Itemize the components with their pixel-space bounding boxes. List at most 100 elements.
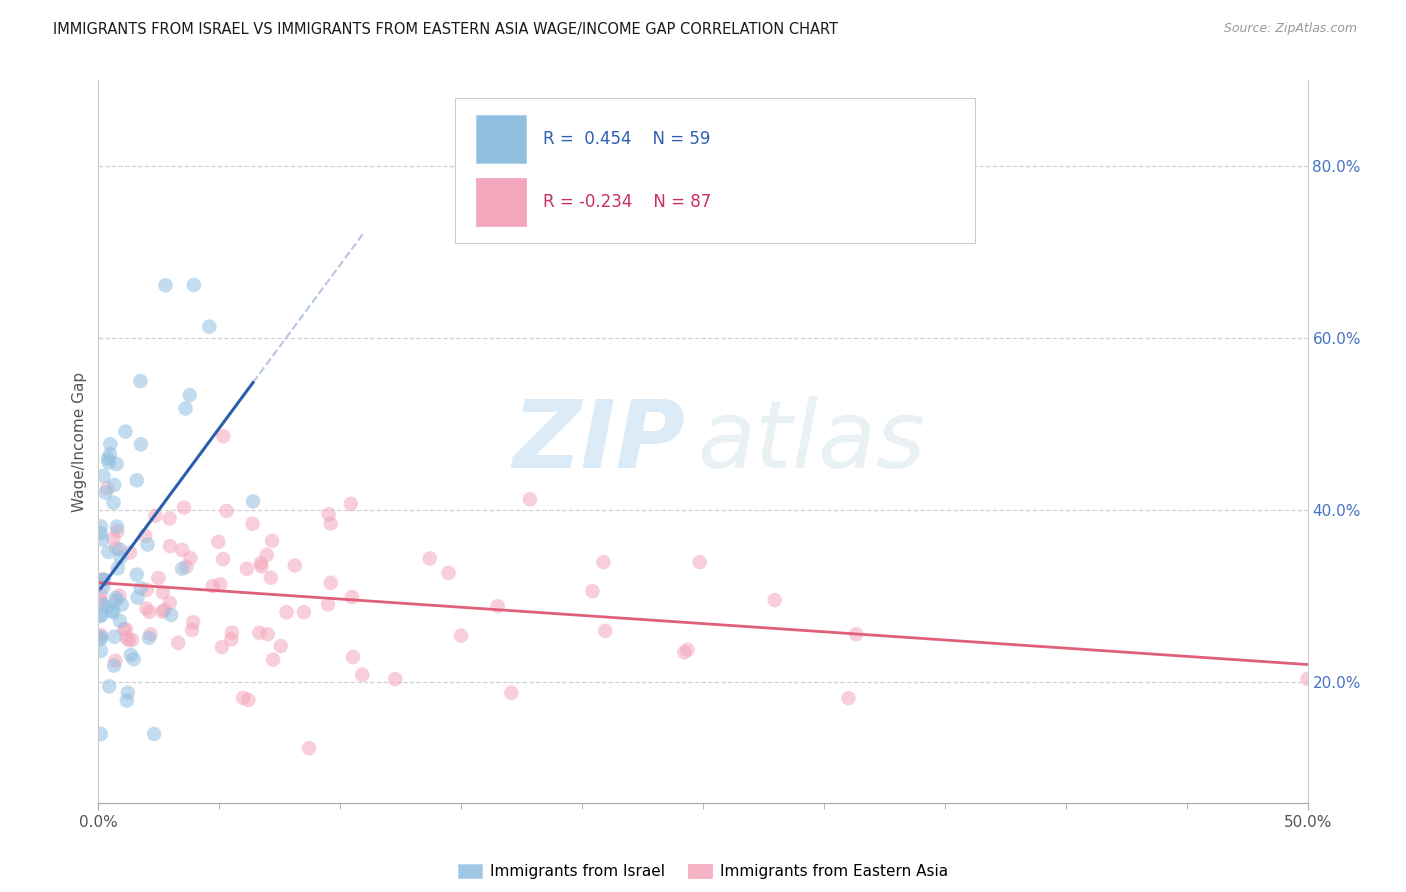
Text: atlas: atlas	[697, 396, 925, 487]
Point	[105, 541, 128, 556]
Point	[384, 672, 406, 686]
Point	[179, 551, 201, 566]
Legend: Immigrants from Israel, Immigrants from Eastern Asia: Immigrants from Israel, Immigrants from …	[451, 857, 955, 885]
Point	[105, 457, 128, 471]
Point	[121, 632, 143, 647]
Text: IMMIGRANTS FROM ISRAEL VS IMMIGRANTS FROM EASTERN ASIA WAGE/INCOME GAP CORRELATI: IMMIGRANTS FROM ISRAEL VS IMMIGRANTS FRO…	[53, 22, 838, 37]
Point	[352, 667, 374, 681]
Point	[1296, 672, 1319, 686]
Point	[284, 558, 307, 573]
Point	[318, 507, 340, 521]
Point	[501, 686, 523, 700]
Point	[90, 644, 112, 658]
Point	[212, 552, 235, 566]
Point	[114, 425, 136, 439]
Point	[122, 652, 145, 666]
Text: Source: ZipAtlas.com: Source: ZipAtlas.com	[1223, 22, 1357, 36]
Point	[90, 519, 112, 533]
Point	[98, 447, 121, 461]
Point	[98, 679, 121, 693]
Point	[242, 516, 264, 531]
Point	[108, 589, 131, 603]
Point	[221, 625, 243, 640]
Point	[101, 604, 124, 618]
Point	[103, 532, 125, 546]
Point	[172, 543, 194, 558]
Point	[292, 605, 315, 619]
Point	[91, 597, 114, 611]
Point	[90, 628, 112, 642]
Point	[110, 550, 132, 565]
Point	[298, 741, 321, 756]
Point	[319, 516, 342, 531]
Point	[103, 630, 125, 644]
Point	[211, 640, 233, 654]
Point	[592, 555, 614, 569]
Point	[90, 630, 112, 644]
Point	[115, 693, 138, 707]
Point	[117, 685, 139, 699]
Point	[105, 519, 128, 533]
Point	[93, 468, 115, 483]
Point	[104, 654, 127, 668]
Point	[97, 451, 120, 466]
Point	[236, 562, 259, 576]
Point	[90, 607, 112, 622]
Point	[148, 571, 170, 585]
Point	[249, 625, 271, 640]
Point	[155, 278, 177, 293]
Point	[201, 579, 224, 593]
Point	[242, 494, 264, 508]
Point	[90, 526, 112, 541]
Point	[111, 598, 134, 612]
Point	[120, 648, 142, 662]
Point	[115, 631, 138, 645]
Point	[270, 639, 292, 653]
Point	[129, 582, 152, 596]
Point	[135, 601, 157, 615]
Point	[486, 599, 509, 614]
Text: R = -0.234    N = 87: R = -0.234 N = 87	[543, 194, 711, 211]
Point	[118, 545, 141, 559]
Point	[837, 691, 859, 706]
Point	[90, 727, 112, 741]
Point	[125, 567, 148, 582]
Point	[91, 573, 114, 587]
Point	[96, 600, 118, 615]
Point	[159, 511, 181, 525]
Point	[129, 437, 152, 451]
Point	[340, 497, 363, 511]
Point	[108, 542, 131, 557]
Point	[159, 596, 181, 610]
FancyBboxPatch shape	[475, 178, 526, 227]
Point	[91, 573, 114, 587]
Point	[183, 277, 205, 292]
Point	[593, 624, 616, 638]
Point	[134, 529, 156, 543]
Point	[160, 607, 183, 622]
Point	[97, 545, 120, 559]
Point	[673, 645, 696, 659]
Point	[256, 548, 278, 562]
Point	[256, 627, 278, 641]
Point	[90, 594, 112, 608]
Point	[90, 632, 112, 646]
Point	[845, 627, 868, 641]
Point	[112, 623, 135, 637]
Point	[174, 401, 197, 416]
Point	[167, 636, 190, 650]
Point	[238, 693, 260, 707]
Point	[207, 535, 229, 549]
Point	[138, 605, 160, 619]
Text: ZIP: ZIP	[512, 395, 685, 488]
Point	[419, 551, 441, 566]
Point	[136, 538, 159, 552]
Point	[250, 559, 273, 574]
Point	[103, 496, 125, 510]
Point	[118, 633, 141, 648]
Point	[173, 500, 195, 515]
Point	[198, 319, 221, 334]
Point	[676, 642, 699, 657]
Point	[232, 690, 254, 705]
Point	[105, 593, 128, 607]
